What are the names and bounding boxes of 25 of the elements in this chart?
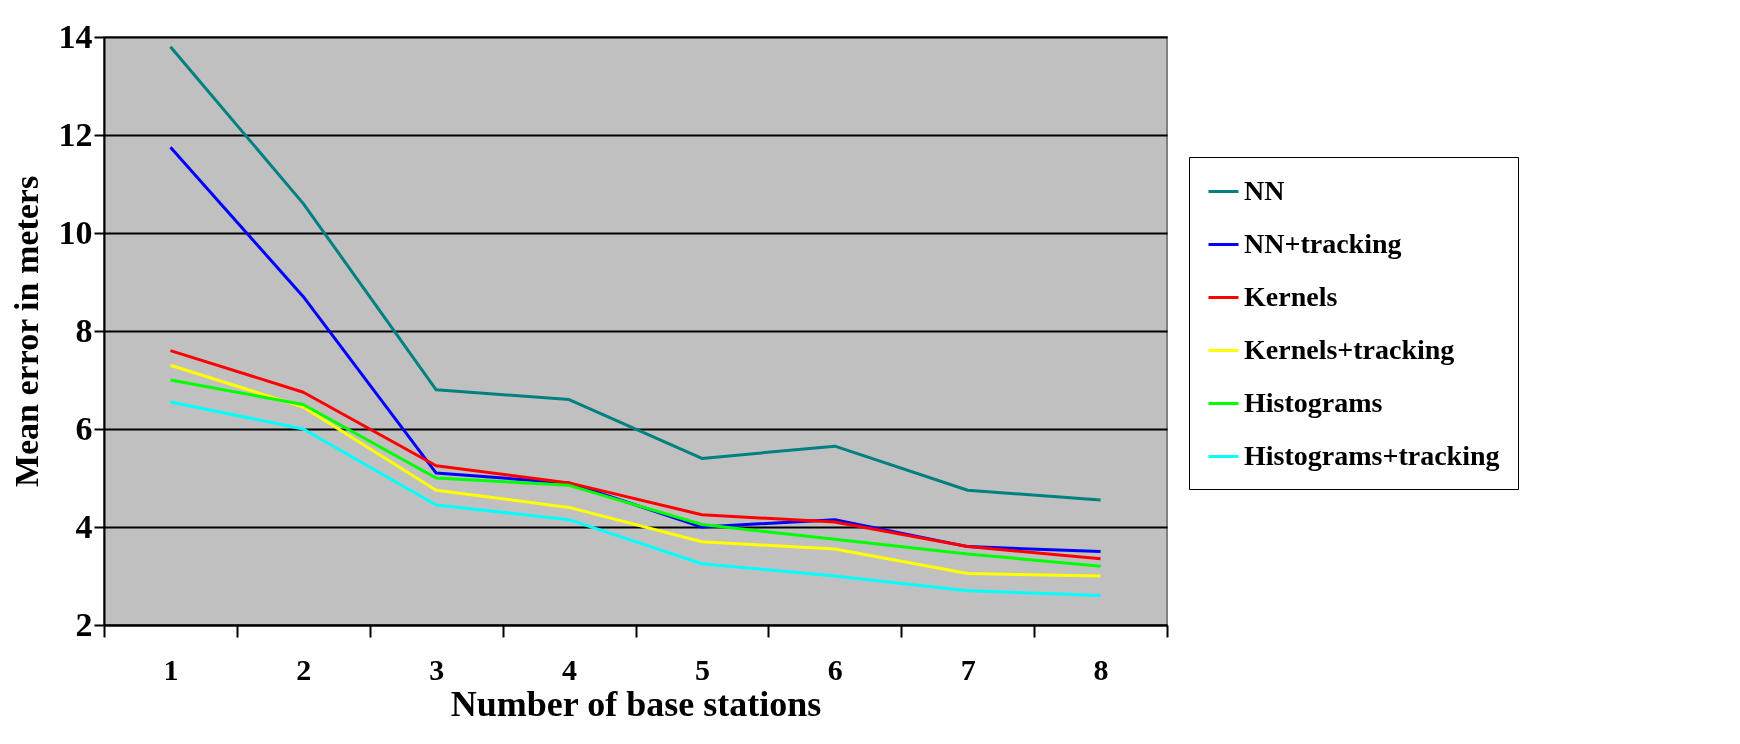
y-tick-label: 6 [75,409,93,447]
y-tick-label: 8 [75,311,93,349]
y-tick-label: 2 [75,605,93,643]
y-tick-label: 14 [58,17,93,55]
y-tick-label: 4 [75,507,93,545]
legend-label: NN [1244,174,1285,206]
x-tick-label: 1 [163,652,179,686]
y-axis-title: Mean error in meters [7,175,45,488]
y-tick-label: 12 [58,115,93,153]
y-tick-label: 10 [58,213,93,251]
line-series [168,45,1103,502]
x-tick-label: 7 [960,652,976,686]
legend-label: Kernels+tracking [1244,333,1455,365]
x-tick-label: 3 [429,652,445,686]
legend-label: Histograms+tracking [1244,439,1500,471]
legend-label: NN+tracking [1244,227,1402,259]
x-tick-label: 6 [827,652,843,686]
x-tick-label: 5 [694,652,710,686]
x-tick-label: 4 [562,652,578,686]
x-tick-label: 8 [1093,652,1109,686]
x-axis-title: Number of base stations [450,683,822,724]
line-series [168,400,1103,598]
legend-label: Kernels [1244,280,1338,312]
legend-label: Histograms [1244,386,1383,418]
x-tick-label: 2 [296,652,312,686]
